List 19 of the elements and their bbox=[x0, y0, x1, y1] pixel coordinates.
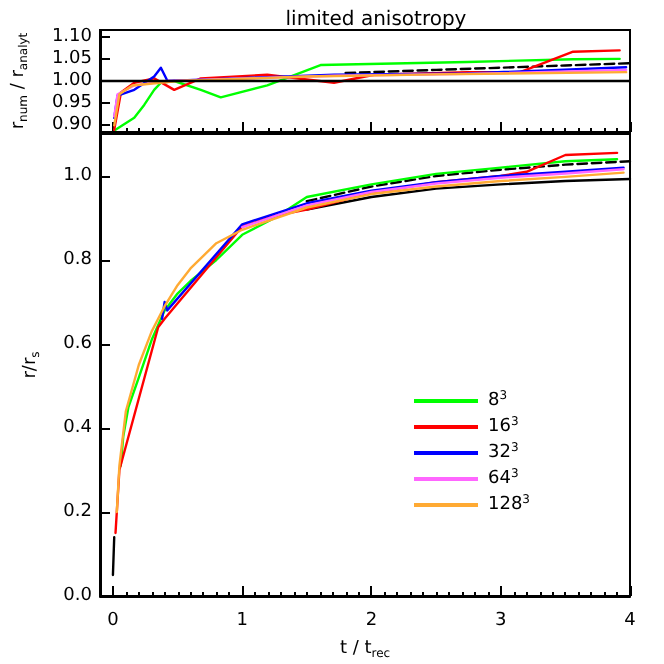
x-tick-label: 1 bbox=[236, 611, 248, 631]
y-tick-label: 0.90 bbox=[51, 115, 93, 136]
x-tick-label: 2 bbox=[365, 611, 378, 631]
x-tick-label: 0 bbox=[107, 611, 120, 631]
y-tick-label: 0.6 bbox=[63, 334, 93, 354]
y-tick-label: 1.10 bbox=[51, 26, 93, 47]
y-tick-label: 1.05 bbox=[51, 48, 92, 69]
y-tick-label: 1.0 bbox=[63, 166, 93, 186]
chart-title: limited anisotropy bbox=[285, 9, 467, 31]
line-series bbox=[241, 168, 625, 229]
line-series bbox=[160, 166, 625, 320]
y-tick-label: 0.2 bbox=[63, 502, 92, 522]
y-tick-label: 0.4 bbox=[63, 418, 93, 438]
x-tick-label: 4 bbox=[624, 611, 637, 631]
y-tick-label: 0.0 bbox=[63, 586, 93, 606]
y-tick-label: 1.00 bbox=[51, 71, 93, 91]
y-tick-label: 0.95 bbox=[51, 93, 92, 114]
y-tick-label: 0.8 bbox=[63, 250, 93, 270]
x-tick-label: 3 bbox=[495, 611, 507, 631]
